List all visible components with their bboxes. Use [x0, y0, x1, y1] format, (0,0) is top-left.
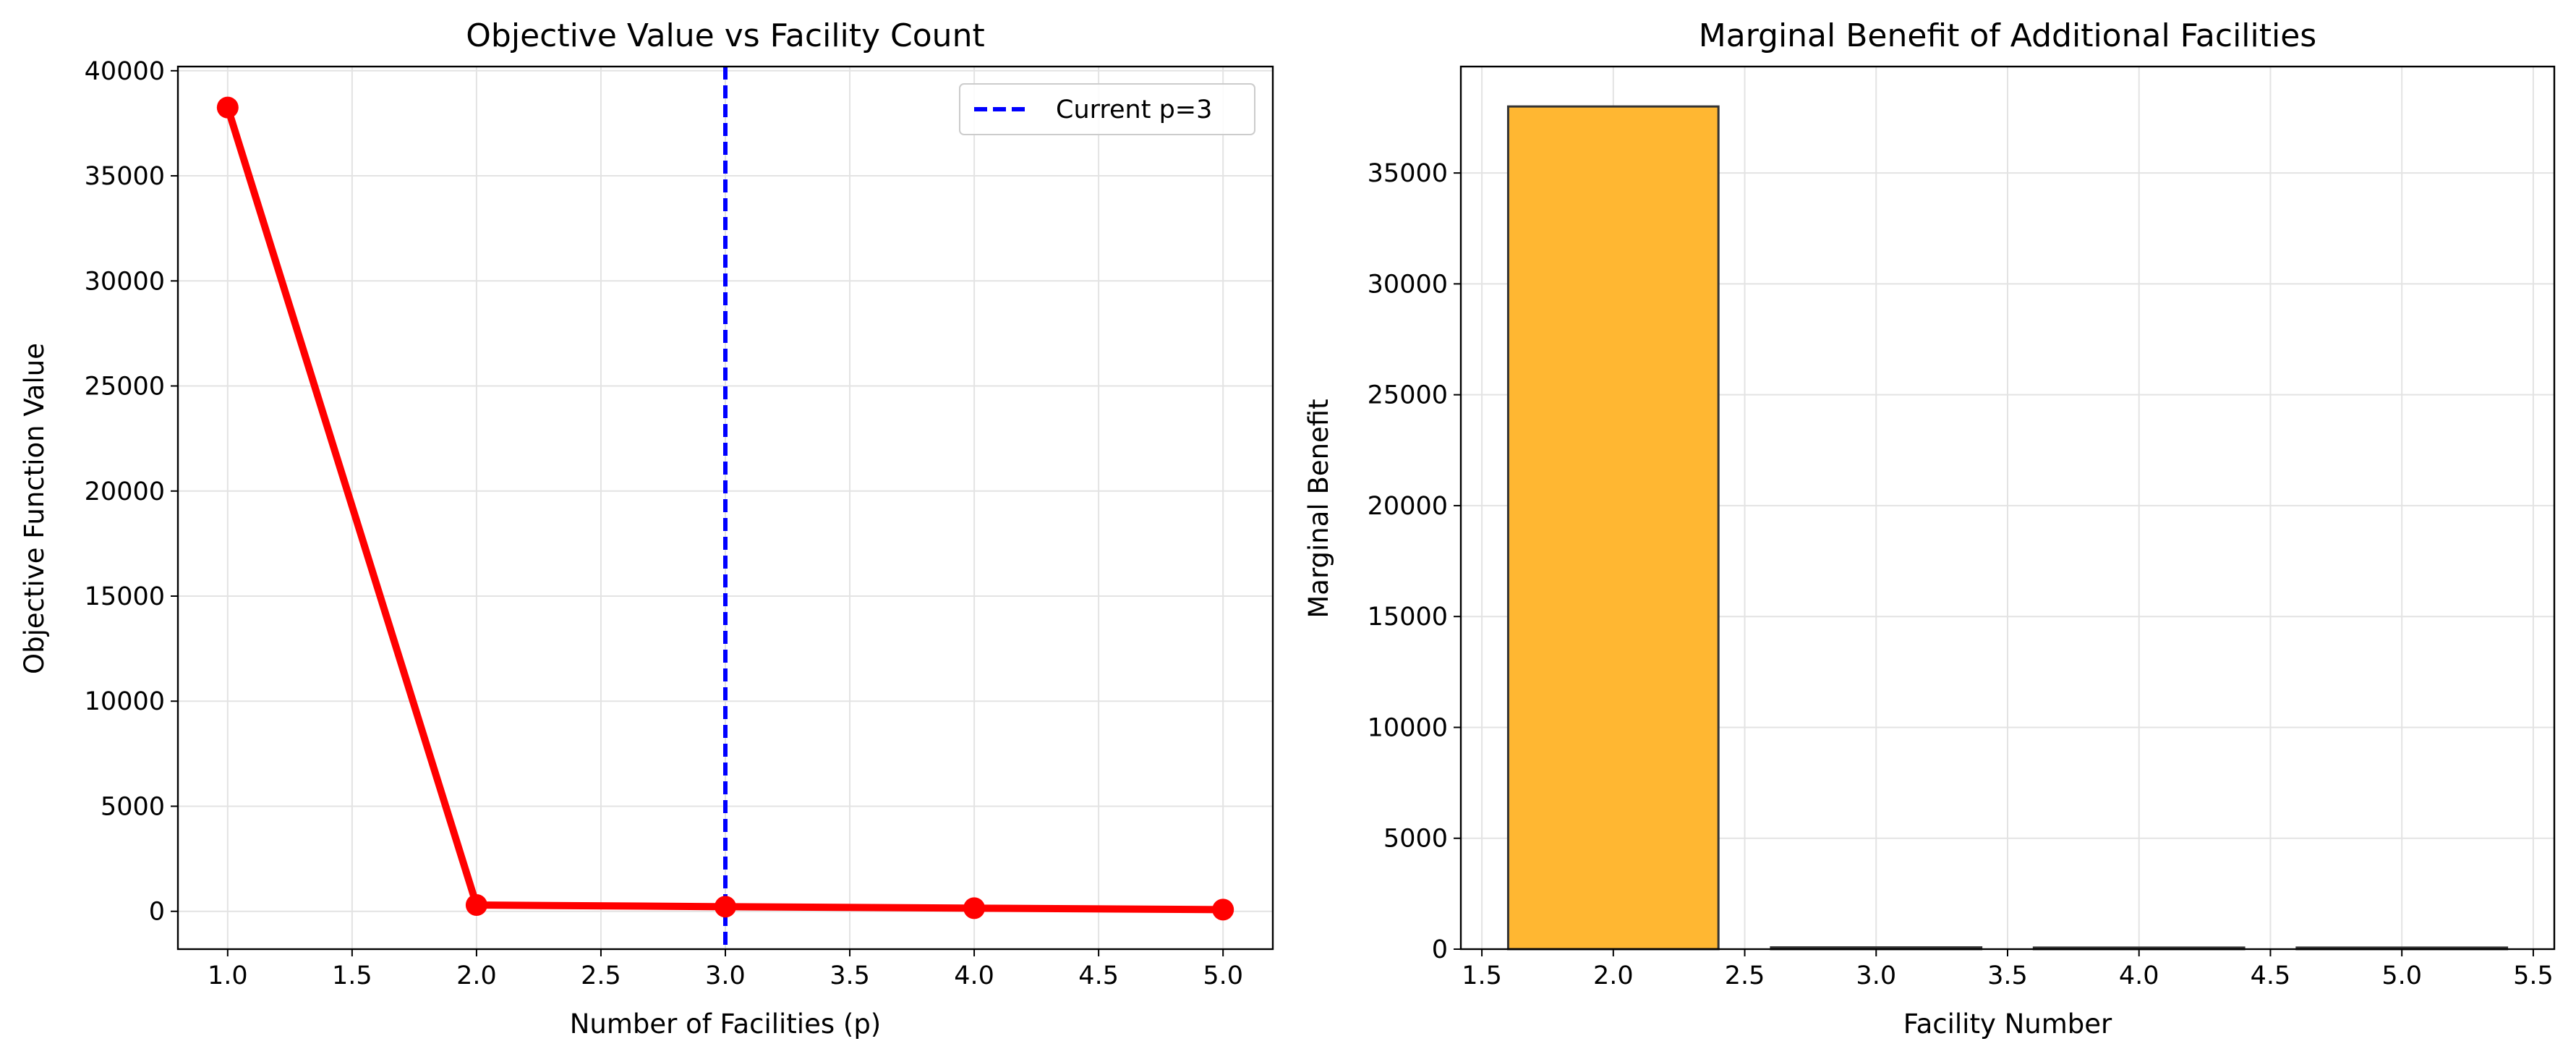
- objective-legend: Current p=3: [959, 83, 1255, 135]
- legend-label: Current p=3: [1056, 95, 1212, 124]
- c0-y-tick-label: 35000: [85, 162, 165, 191]
- c1-y-tick-label: 20000: [1368, 492, 1448, 521]
- marginal-chart-title: Marginal Benefit of Additional Facilitie…: [1699, 17, 2316, 54]
- c1-y-tick-label: 5000: [1383, 825, 1448, 854]
- c0-y-tick-label: 0: [149, 898, 165, 927]
- objective-point: [465, 894, 487, 916]
- c1-x-tick-label: 2.5: [1725, 961, 1765, 990]
- c0-y-tick-label: 25000: [85, 373, 165, 402]
- c1-x-tick-label: 3.5: [1987, 961, 2028, 990]
- c0-x-tick-label: 1.5: [332, 961, 372, 990]
- objective-point: [715, 896, 736, 918]
- c1-x-tick-label: 4.0: [2119, 961, 2159, 990]
- marginal-benefit-bar: [1506, 105, 1720, 951]
- objective-chart-title: Objective Value vs Facility Count: [466, 17, 984, 54]
- c1-x-tick-label: 4.5: [2251, 961, 2291, 990]
- c0-x-tick-label: 3.5: [829, 961, 870, 990]
- c0-y-tick-label: 20000: [85, 477, 165, 506]
- c0-x-tick-label: 1.0: [208, 961, 248, 990]
- legend-box: [959, 83, 1255, 135]
- objective-plot-frame: [176, 65, 1274, 951]
- c0-x-tick-label: 4.0: [954, 961, 994, 990]
- c0-x-tick-label: 2.0: [456, 961, 497, 990]
- objective-chart: Objective Value vs Facility Count Number…: [19, 17, 1274, 1040]
- marginal-x-axis-label: Facility Number: [1903, 1008, 2112, 1040]
- c1-y-tick-label: 25000: [1368, 381, 1448, 410]
- c0-y-tick-label: 10000: [85, 687, 165, 716]
- objective-point: [963, 897, 986, 919]
- c0-y-tick-label: 30000: [85, 267, 165, 296]
- c0-x-tick-label: 2.5: [581, 961, 621, 990]
- marginal-plot-frame: [1459, 65, 2556, 951]
- objective-series: [216, 67, 1234, 949]
- c0-x-tick-label: 5.0: [1203, 961, 1243, 990]
- marginal-benefit-chart: Marginal Benefit of Additional Facilitie…: [1303, 17, 2556, 1040]
- c1-y-tick-label: 35000: [1368, 159, 1448, 188]
- objective-ticks: 1.0 1.5 2.0 2.5 3.0 3.5 4.0 4.5 5.0 0 5000 10000 150…: [85, 57, 1243, 990]
- c1-x-tick-label: 3.0: [1856, 961, 1896, 990]
- c1-y-tick-label: 15000: [1368, 603, 1448, 632]
- c1-x-tick-label: 5.5: [2513, 961, 2554, 990]
- objective-y-axis-label: Objective Function Value: [19, 343, 50, 674]
- marginal-y-axis-label: Marginal Benefit: [1303, 399, 1334, 618]
- objective-x-axis-label: Number of Facilities (p): [570, 1008, 882, 1040]
- marginal-gridlines: [1461, 67, 2554, 950]
- c1-y-tick-label: 0: [1432, 935, 1448, 964]
- c0-x-tick-label: 4.5: [1078, 961, 1119, 990]
- c1-x-tick-label: 5.0: [2381, 961, 2422, 990]
- c1-x-tick-label: 2.0: [1593, 961, 1634, 990]
- c1-y-tick-label: 30000: [1368, 270, 1448, 299]
- c1-x-tick-label: 1.5: [1462, 961, 1502, 990]
- c1-y-tick-label: 10000: [1368, 713, 1448, 742]
- marginal-ticks: 1.5 2.0 2.5 3.0 3.5 4.0 4.5 5.0 5.5 0 5000 10000 150…: [1368, 159, 2554, 990]
- c0-y-tick-label: 15000: [85, 582, 165, 611]
- c0-y-tick-label: 5000: [101, 792, 165, 821]
- objective-point: [1212, 899, 1234, 921]
- c0-x-tick-label: 3.0: [705, 961, 746, 990]
- c0-y-tick-label: 40000: [85, 57, 165, 86]
- objective-point: [216, 96, 239, 119]
